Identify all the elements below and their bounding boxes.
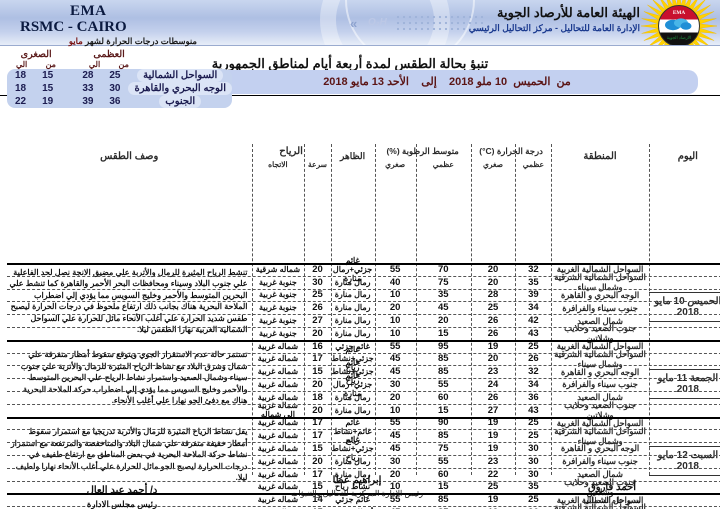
svg-text:الارصاد الجوية: الارصاد الجوية [667,35,692,40]
svg-text:EMA: EMA [673,10,686,16]
